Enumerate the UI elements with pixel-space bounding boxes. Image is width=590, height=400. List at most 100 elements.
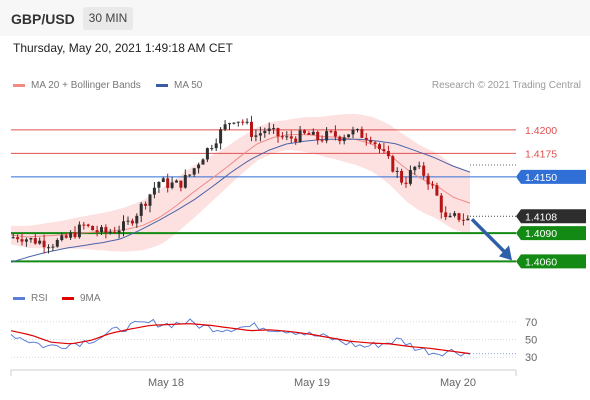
price-tag-1.4150: 1.4150 [516, 169, 586, 184]
candle-body [378, 144, 381, 150]
candle-body [108, 231, 112, 233]
candle-body [130, 220, 134, 224]
price-tag-text: 1.4150 [525, 172, 557, 184]
candle-body [457, 213, 461, 220]
candle-body [179, 180, 183, 188]
candle-body [210, 148, 214, 150]
candle-body [417, 165, 421, 167]
rsi-panel: 70 50 30 [10, 317, 537, 364]
candle-body [276, 128, 280, 137]
x-tick-label: May 19 [294, 377, 330, 389]
candle-body [333, 131, 337, 137]
candle-body [289, 136, 293, 139]
candle-body [453, 213, 457, 216]
candle-body [316, 131, 320, 141]
candle-body [413, 166, 417, 171]
forecast-arrow-layer [470, 218, 512, 261]
ma50-legend-label: MA 50 [174, 80, 203, 91]
timeframe-button[interactable]: 30 MIN [83, 7, 133, 30]
candle-body [205, 148, 209, 160]
candle-body [197, 164, 201, 169]
candle-body [69, 232, 73, 238]
candle-body [73, 232, 77, 238]
price-tag-1.4175: 1.4175 [525, 148, 557, 160]
candle-body [311, 131, 315, 135]
candle-body [245, 121, 249, 123]
price-tag-bg [516, 226, 586, 241]
candle-body [404, 182, 408, 184]
candle-body [325, 131, 329, 141]
x-tick-label: May 18 [148, 377, 184, 389]
candle-body [144, 203, 148, 206]
candle-body [422, 165, 426, 176]
candle-body [395, 171, 399, 172]
candle-body [219, 129, 223, 144]
price-tag-bg [516, 169, 586, 184]
rsi-legend-swatch [13, 296, 25, 300]
timestamp: Thursday, May 20, 2021 1:49:18 AM CET [13, 41, 233, 55]
candle-body [188, 174, 192, 176]
candle-body [303, 130, 306, 134]
candle-body [95, 230, 99, 233]
candle-body [272, 128, 276, 130]
candle-body [466, 218, 470, 221]
candle-body [382, 149, 386, 151]
9ma-legend-swatch [62, 296, 74, 300]
candle-body [347, 134, 351, 138]
candle-body [157, 182, 161, 188]
price-tag-text: 1.4108 [525, 211, 557, 223]
ma50-line [10, 138, 471, 263]
price-tag-text: 1.4090 [525, 228, 557, 240]
candle-body [82, 224, 86, 226]
candle-body [20, 239, 24, 242]
candle-body [280, 136, 284, 138]
candle-body [175, 180, 178, 183]
rsi-tick-50: 50 [525, 335, 537, 347]
candle-body [254, 135, 258, 137]
candle-body [170, 182, 174, 188]
rsi-tick-30: 30 [525, 352, 537, 364]
candle-body [426, 175, 430, 185]
ma20-legend-label: MA 20 + Bollinger Bands [31, 80, 141, 91]
price-tag-text: 1.4175 [525, 148, 557, 160]
bollinger-band-layer [11, 113, 470, 252]
candle-body [183, 175, 187, 188]
candle-body [64, 235, 68, 238]
forecast-arrow-shaft [470, 218, 508, 255]
candle-body [236, 121, 240, 123]
candle-body [214, 143, 218, 149]
candle-body [232, 122, 236, 124]
9ma-legend-label: 9MA [80, 293, 101, 304]
candle-body [161, 178, 165, 182]
copyright-note: Research © 2021 Trading Central [431, 80, 581, 91]
candle-body [166, 178, 170, 188]
candle-body [431, 184, 434, 186]
candle-body [16, 237, 20, 240]
candle-body [24, 239, 28, 242]
candle-body [135, 215, 139, 224]
price-tag-1.4060: 1.4060 [516, 254, 586, 269]
candle-body [51, 246, 55, 248]
candle-body [152, 187, 156, 195]
candle-body [258, 133, 262, 136]
candle-body [400, 171, 404, 183]
candle-body [42, 240, 46, 248]
candle-body [148, 194, 152, 206]
rsi-tick-70: 70 [525, 317, 537, 329]
rsi-legend-label: RSI [31, 293, 48, 304]
candle-body [294, 138, 298, 142]
candle-body [356, 129, 359, 131]
candle-body [307, 133, 311, 135]
candle-body [285, 136, 289, 138]
candle-body [91, 226, 95, 231]
rsi-9ma-line [10, 323, 471, 355]
candle-body [435, 185, 439, 196]
candle-body [192, 168, 196, 175]
candle-body [461, 219, 465, 221]
time-axis: May 18 May 19 May 20 [10, 369, 517, 389]
candle-body [250, 121, 253, 137]
candle-body [33, 238, 37, 244]
candle-body [104, 227, 108, 233]
forecast-arrow-head [499, 245, 512, 261]
